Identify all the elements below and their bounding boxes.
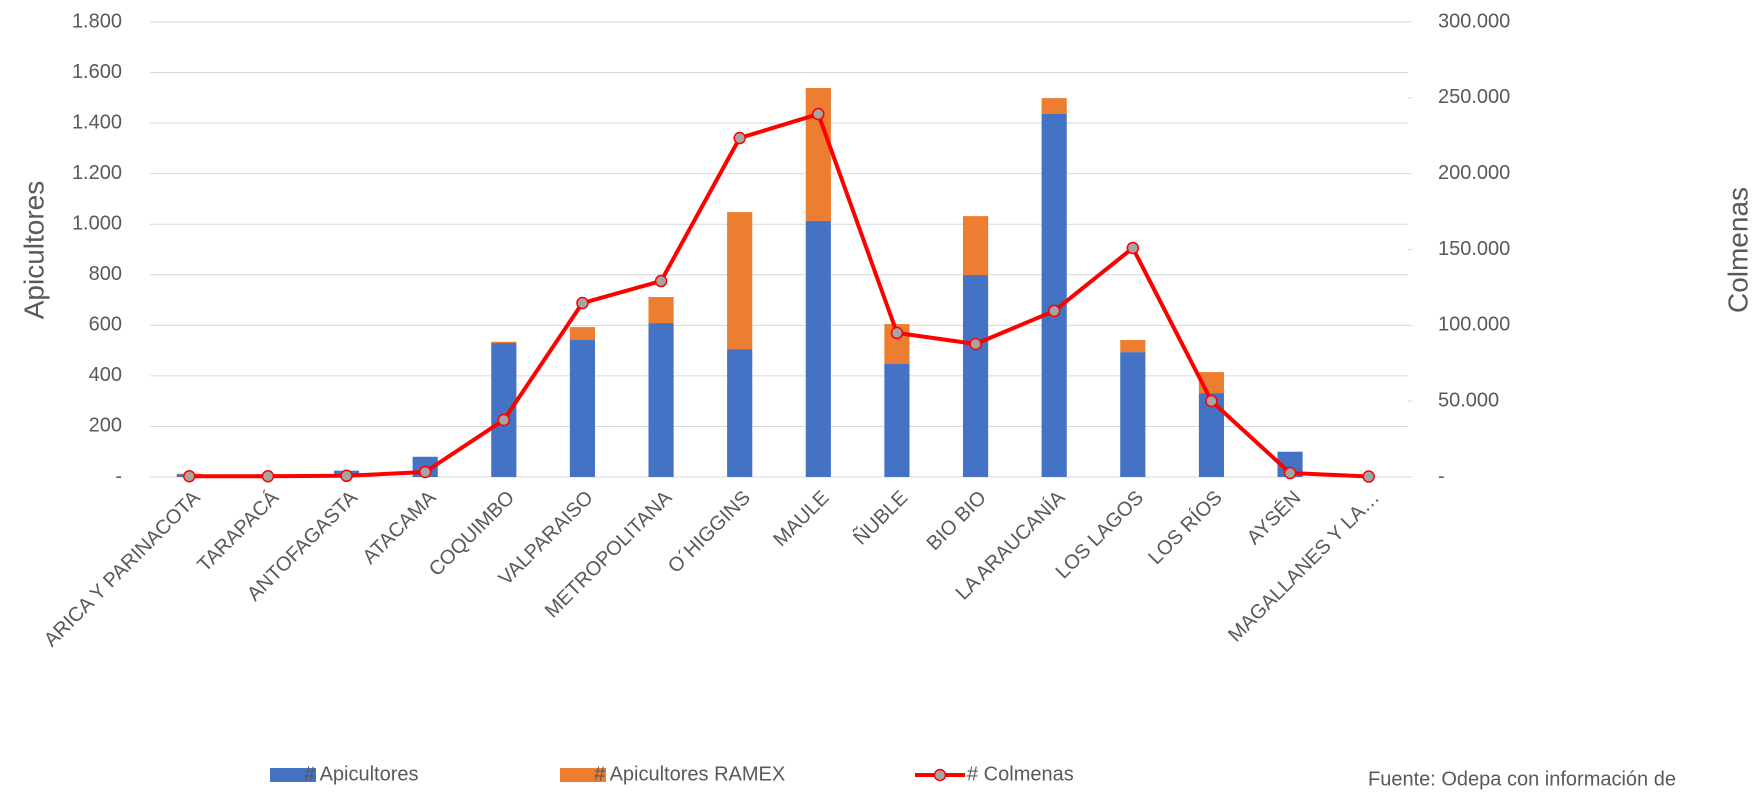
line-marker <box>1283 466 1297 480</box>
y2-tick-label: 200.000 <box>1438 162 1510 184</box>
y-tick-label: 1.800 <box>72 10 122 32</box>
line-marker <box>1362 470 1375 483</box>
y2-axis-title: Colmenas <box>1722 187 1753 313</box>
y-axis-title: Apicultores <box>18 181 49 320</box>
legend-marker <box>933 768 947 782</box>
bar <box>884 364 910 477</box>
x-tick-label: BIO BIO <box>923 487 991 555</box>
x-tick-label: MAULE <box>769 487 833 551</box>
line <box>189 112 1369 479</box>
x-tick-label: LOS RÍOS <box>1144 486 1227 569</box>
bar <box>1120 352 1146 477</box>
y2-tick-label: 300.000 <box>1438 10 1510 32</box>
line-marker <box>733 131 746 145</box>
line-marker <box>1205 394 1218 408</box>
bar <box>1041 98 1067 115</box>
y-tick-label: 1.600 <box>72 61 122 83</box>
line-marker <box>1126 241 1140 255</box>
x-tick-label: ATACAMA <box>359 486 441 568</box>
line-marker <box>183 469 196 483</box>
y-tick-label: 1.200 <box>72 162 122 184</box>
bar <box>1041 114 1067 477</box>
line-marker <box>340 469 353 483</box>
x-tick-label: MAGALLANES Y LA… <box>1224 487 1384 647</box>
line-marker <box>812 107 825 121</box>
bar <box>569 327 596 340</box>
line-marker <box>890 326 904 340</box>
legend-label: # Colmenas <box>967 763 1074 785</box>
line-marker <box>969 337 982 351</box>
line-marker <box>261 469 275 483</box>
y2-tick-label: 250.000 <box>1438 86 1510 108</box>
y-tick-label: 1.000 <box>72 213 122 235</box>
bar <box>962 275 989 477</box>
line-marker <box>418 465 432 479</box>
x-tick-label: AYSÉN <box>1242 486 1305 549</box>
line-marker <box>1047 304 1061 318</box>
y2-tick-label: 150.000 <box>1438 238 1510 260</box>
x-tick-label: ÑUBLE <box>848 485 912 549</box>
bar <box>727 349 753 477</box>
y-tick-label: 800 <box>89 263 122 285</box>
legend-label: # Apicultores RAMEX <box>594 763 785 785</box>
bar <box>569 339 596 477</box>
legend-swatch <box>270 768 316 782</box>
bar <box>491 341 517 344</box>
bar <box>648 297 674 324</box>
bar <box>648 323 674 477</box>
x-tick-label: ARICA Y PARINACOTA <box>40 486 205 651</box>
line-marker <box>497 413 511 427</box>
y2-tick-label: 50.000 <box>1438 389 1499 411</box>
line-marker <box>576 296 589 310</box>
y-tick-label: 200 <box>89 415 122 437</box>
line-marker <box>654 274 668 288</box>
bar <box>1120 339 1146 353</box>
y2-tick-label: - <box>1438 465 1445 487</box>
source-note: Fuente: Odepa con información de <box>1368 768 1676 790</box>
legend-label: # Apicultores <box>304 763 419 785</box>
y-tick-label: - <box>115 465 122 487</box>
bar <box>727 212 753 350</box>
bar <box>805 220 831 478</box>
bar <box>962 216 989 276</box>
y-tick-label: 400 <box>89 364 122 386</box>
y2-tick-label: 100.000 <box>1438 314 1510 336</box>
y-tick-label: 600 <box>89 314 122 336</box>
legend-swatch <box>560 768 606 782</box>
x-tick-label: O´HIGGINS <box>664 487 755 578</box>
y-tick-label: 1.400 <box>72 111 122 133</box>
